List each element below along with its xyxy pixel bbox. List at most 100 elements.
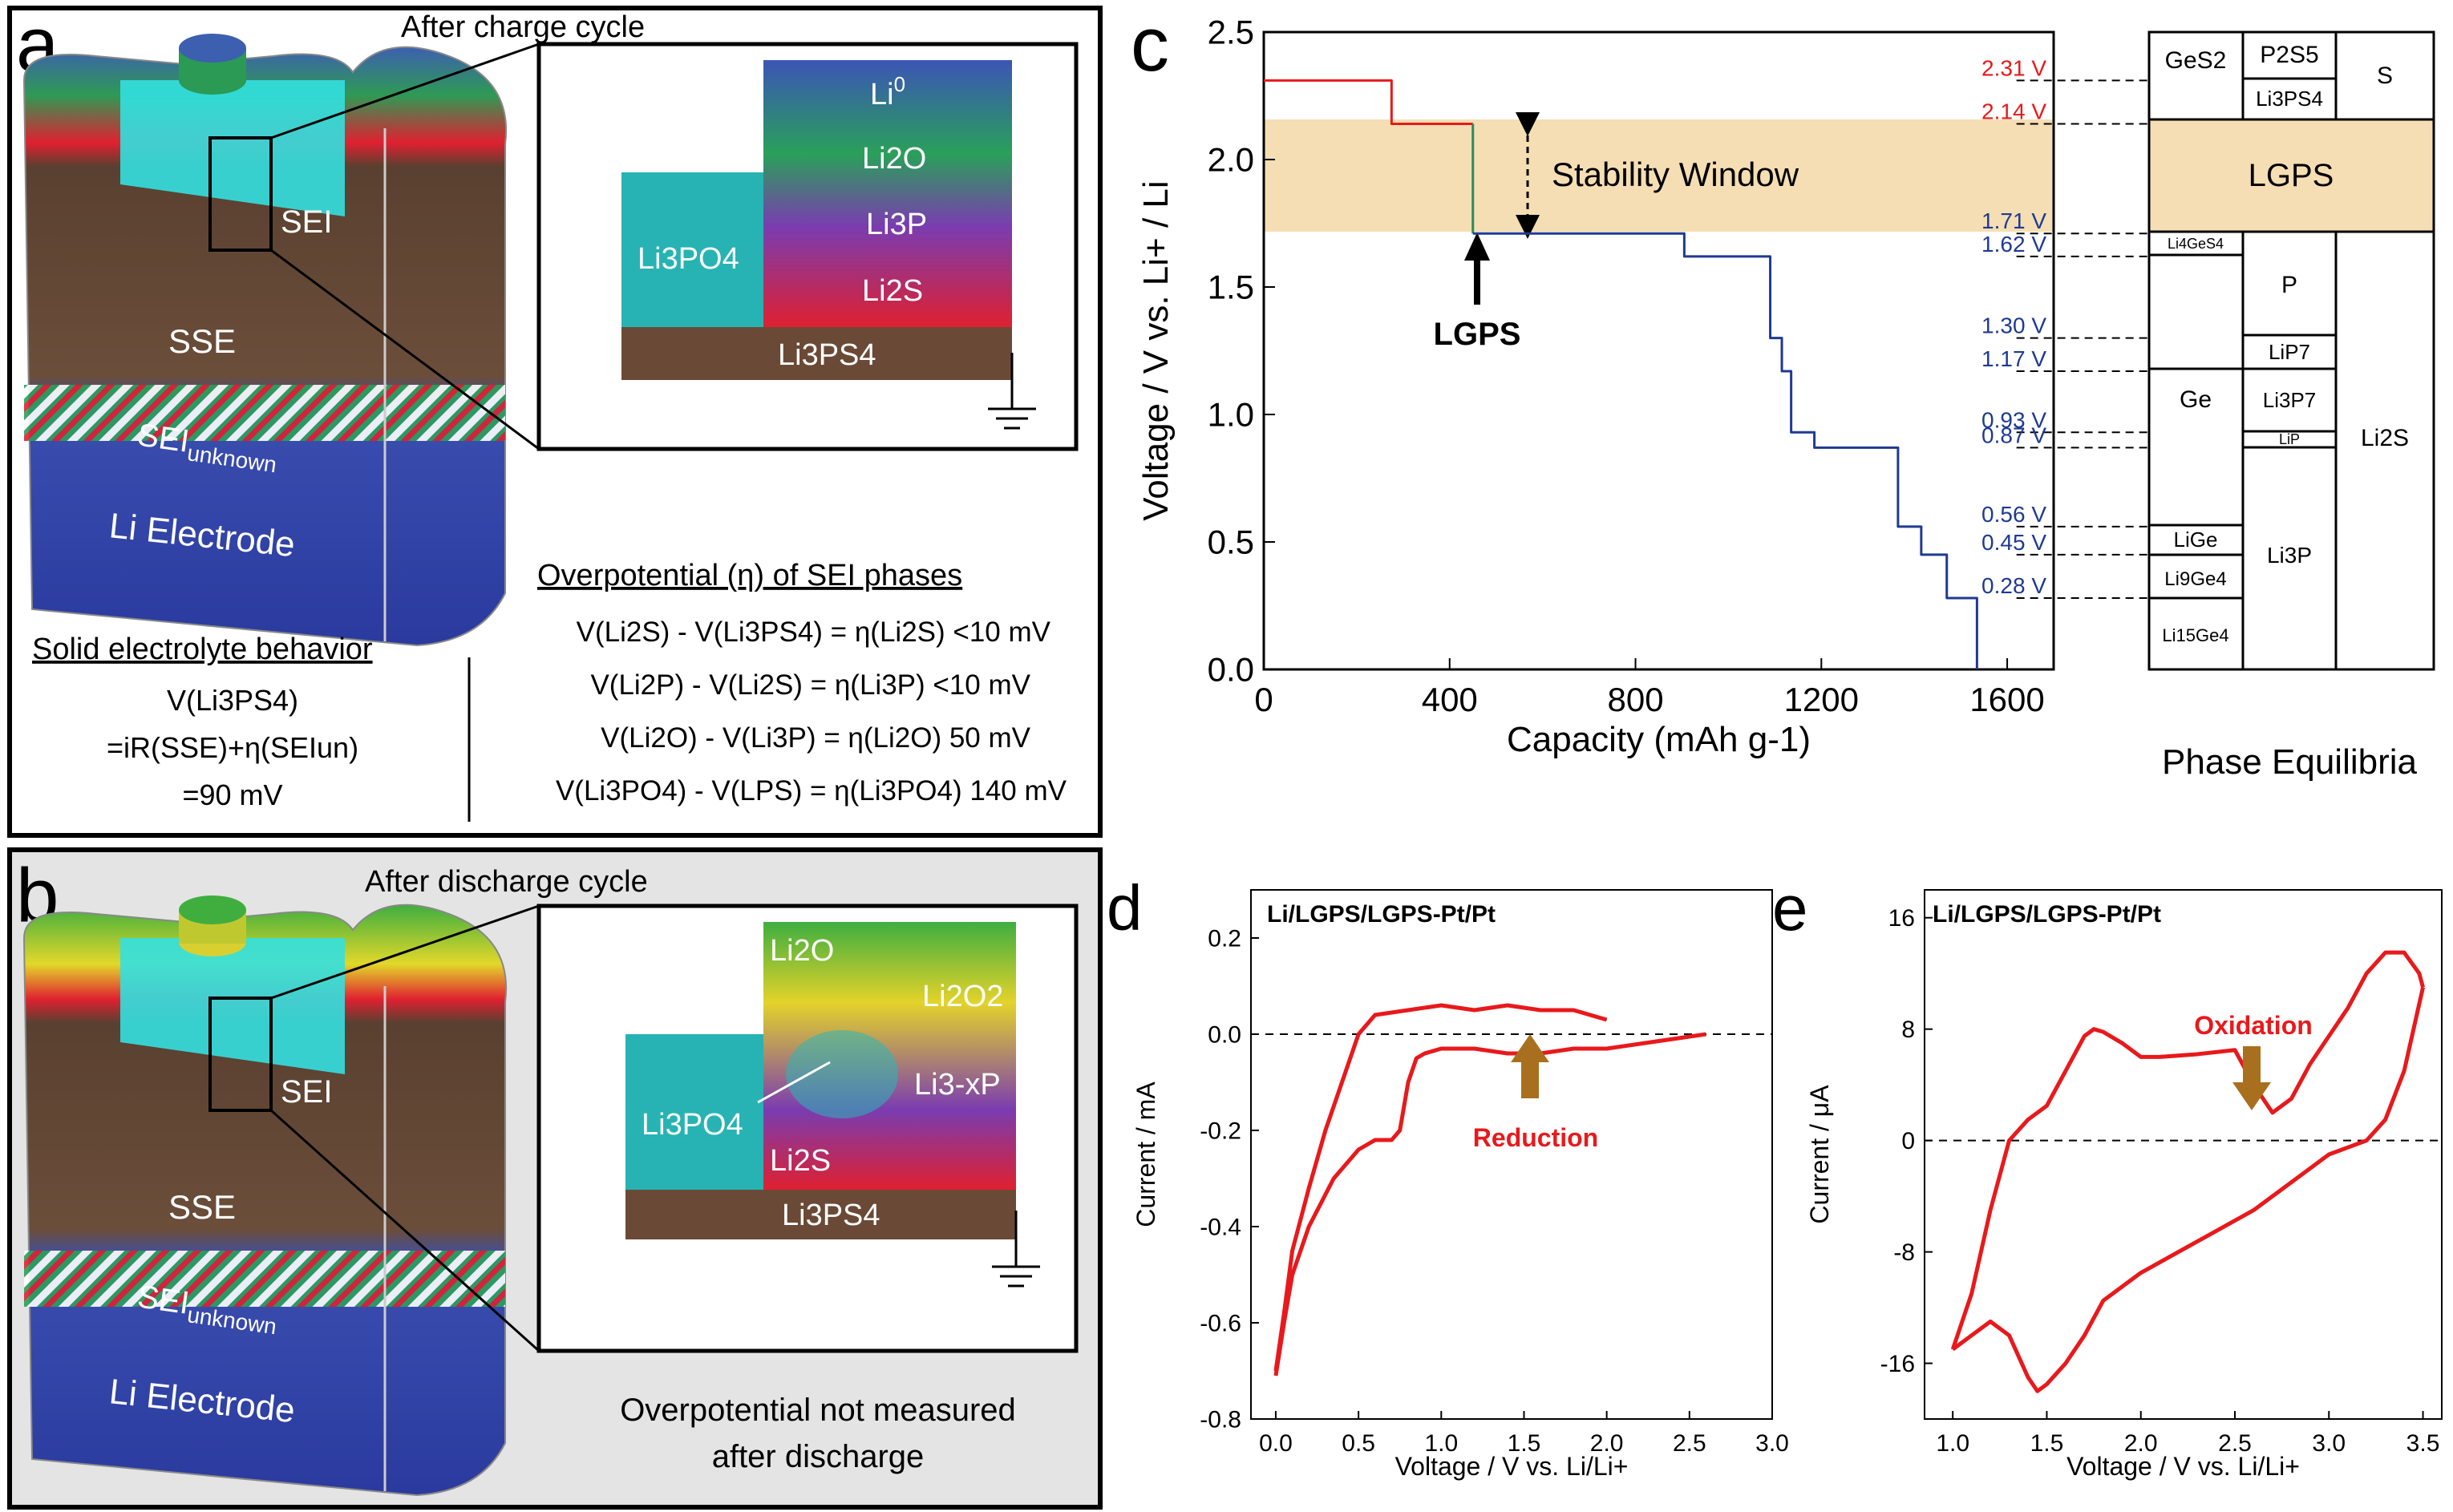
series-line: [1273, 1032, 1706, 1377]
panel-b: b After discharge cycle SEI SSE SEIunkno…: [7, 847, 1103, 1510]
y-tick-label: 1.0: [1208, 396, 1254, 434]
x-axis-label: Capacity (mAh g-1): [1507, 720, 1811, 759]
phase-lgps: LGPS: [2249, 158, 2334, 193]
zoom-box: [208, 136, 273, 252]
inset-li0: Li0: [870, 72, 905, 111]
phase-lip: LiP: [2279, 431, 2300, 447]
series-line: [1950, 950, 2425, 1350]
phase-li3p: Li3P: [2267, 543, 2312, 568]
discharge-note-1: Overpotential not measured: [620, 1393, 1016, 1428]
y-tick-label: -0.4: [1200, 1215, 1241, 1241]
x-tick-label: 800: [1607, 681, 1663, 718]
voltage-label: 0.93 V: [1981, 407, 2046, 432]
stability-window-label: Stability Window: [1552, 156, 1799, 193]
y-tick-label: 2.0: [1208, 141, 1254, 179]
series-line: [1273, 1003, 1608, 1372]
chart-e-plot: 1.0 1.5 2.0 2.5 3.0 3.5 16 8 0 -8 -16 Voltage / V v…: [1805, 889, 2443, 1481]
phase-li15ge4: Li15Ge4: [2162, 625, 2228, 645]
x-tick-label: 3.0: [2312, 1430, 2346, 1457]
x-tick-label: 1.5: [2030, 1430, 2064, 1457]
phase-ge: Ge: [2180, 386, 2212, 413]
plot-frame: [1924, 889, 2443, 1420]
x-tick-label: 0.0: [1259, 1430, 1293, 1457]
y-axis-label: Voltage / V vs. Li+ / Li: [1136, 180, 1176, 520]
voltage-label: 1.71 V: [1981, 208, 2046, 233]
panel-e-letter: e: [1772, 872, 1808, 944]
plot-frame: [1250, 889, 1773, 1420]
x-tick-label: 1.5: [1508, 1430, 1541, 1457]
y-tick-label: 0.0: [1208, 651, 1254, 689]
sse-label: SSE: [168, 322, 236, 360]
inset-li3p: Li3P: [866, 208, 927, 241]
phase-p2s5: P2S5: [2260, 42, 2318, 68]
panel-d: d Li/LGPS/LGPS-Pt/Pt 0.0 0.5 1.0 1.5 2.0 2.5 3…: [1107, 872, 1789, 1481]
panel-e: e Li/LGPS/LGPS-Pt/Pt 1.0 1.5 2.0 2.5 3.0 3.51…: [1772, 872, 2443, 1481]
inset-b-li3po4: Li3PO4: [642, 1108, 743, 1142]
inset-b-li2o: Li2O: [770, 934, 834, 968]
cell-illustration-discharge: SEI SSE SEIunknown Li Electrode: [22, 895, 540, 1497]
panel-a: a After charge cycle SEI SSE SEIunknown …: [7, 2, 1103, 838]
solid-line-3: =90 mV: [182, 778, 282, 811]
phase-p: P: [2281, 272, 2297, 298]
y-tick-label: 0.2: [1208, 926, 1241, 952]
x-tick-label: 0: [1254, 681, 1273, 718]
oxidation-label: Oxidation: [2194, 1011, 2313, 1040]
zoom-box-b: [208, 997, 273, 1112]
sei-unknown-stripes-b: [24, 1251, 505, 1307]
inset-b-li3xp: Li3-xP: [914, 1068, 1001, 1102]
voltage-label: 1.62 V: [1981, 232, 2046, 257]
y-tick-label: 0: [1901, 1128, 1915, 1154]
y-tick-label: 0.5: [1208, 524, 1254, 561]
x-tick-label: 2.0: [1590, 1430, 1624, 1457]
panel-d-cell: Li/LGPS/LGPS-Pt/Pt: [1267, 901, 1496, 928]
series-line: [1264, 79, 1473, 125]
series-line: [1951, 987, 2425, 1393]
x-axis-label: Voltage / V vs. Li/Li+: [2066, 1452, 2300, 1481]
x-tick-label: 2.5: [2218, 1430, 2252, 1457]
voltage-label: 2.31 V: [1981, 55, 2046, 80]
y-tick-label: -0.2: [1200, 1118, 1241, 1145]
voltage-label: 1.17 V: [1981, 346, 2046, 371]
y-tick-label: -16: [1880, 1351, 1915, 1377]
y-tick-label: -0.6: [1200, 1311, 1241, 1337]
y-tick-label: 16: [1888, 905, 1915, 932]
inset-b-li2o2: Li2O2: [922, 980, 1003, 1013]
voltage-label: 0.28 V: [1981, 573, 2046, 598]
phase-li2s: Li2S: [2361, 425, 2409, 451]
solid-line-2: =iR(SSE)+η(SEIun): [107, 731, 358, 764]
overpotential-line-2: V(Li2P) - V(Li2S) = η(Li3P) <10 mV: [590, 669, 1030, 701]
panel-e-cell: Li/LGPS/LGPS-Pt/Pt: [1933, 901, 2161, 928]
chart-c-plot: 0 400 800 1200 1600 0.0 0.5 1.0 1.5 2.0 2.5 Capacit…: [1136, 14, 2149, 759]
phase-li4ges4: Li4GeS4: [2168, 236, 2224, 252]
overpotential-line-3: V(Li2O) - V(Li3P) = η(Li2O) 50 mV: [601, 722, 1031, 754]
inset-li2o: Li2O: [862, 142, 926, 176]
y-axis-label: Current / μA: [1805, 1085, 1834, 1224]
sei-label: SEI: [281, 204, 332, 240]
discharge-note-2: after discharge: [712, 1439, 925, 1474]
inset-discharge: Li2O Li2O2 Li3-xP Li2S Li3PO4 Li3PS4: [536, 904, 1079, 1353]
inset-charge: Li0 Li2O Li3P Li2S Li3PO4 Li3PS4: [536, 42, 1079, 451]
panel-c: c Stability Window LGPS 0 400 800 1200 16000…: [1131, 2, 2435, 782]
phase-s: S: [2377, 63, 2393, 89]
y-axis-label: Current / mA: [1131, 1081, 1160, 1227]
x-tick-label: 1.0: [1424, 1430, 1458, 1457]
inset-b-li2s: Li2S: [770, 1144, 831, 1178]
y-tick-label: -8: [1893, 1239, 1915, 1266]
y-tick-label: 8: [1901, 1017, 1915, 1043]
inset-li3ps4: Li3PS4: [778, 338, 876, 372]
solid-behavior-heading: Solid electrolyte behavior: [32, 633, 373, 666]
inset-li3po4: Li3PO4: [638, 242, 739, 276]
x-tick-label: 2.0: [2124, 1430, 2158, 1457]
sse-label-b: SSE: [168, 1188, 236, 1226]
phase-equilibria-title: Phase Equilibria: [2162, 742, 2417, 782]
panel-a-title: After charge cycle: [401, 10, 645, 44]
sei-unknown-stripes: [24, 385, 505, 441]
inset-b-li3ps4: Li3PS4: [782, 1199, 880, 1232]
voltage-label: 0.56 V: [1981, 502, 2046, 527]
solid-line-1: V(Li3PS4): [167, 684, 298, 717]
plot-frame: [1262, 30, 2055, 671]
phase-li3p7: Li3P7: [2263, 388, 2317, 412]
chart-d-plot: 0.0 0.5 1.0 1.5 2.0 2.5 3.0 0.2 0.0 -0.2 -0.4 -0.6 -…: [1131, 889, 1789, 1481]
inset-li2s: Li2S: [862, 274, 923, 308]
